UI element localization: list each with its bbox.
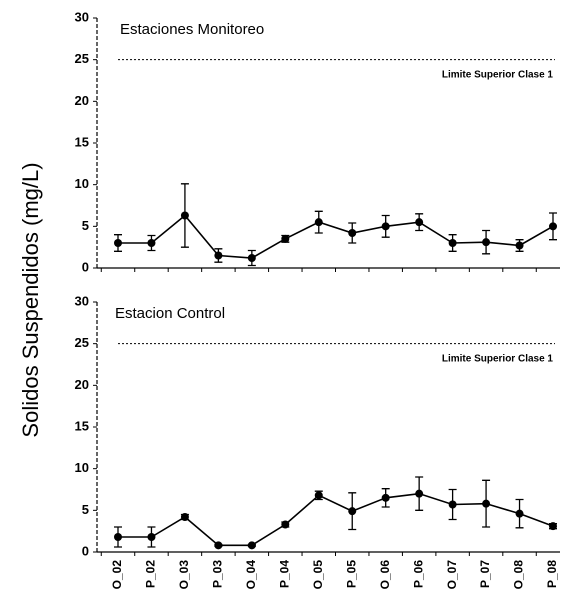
- data-point: [415, 489, 424, 498]
- data-point: [482, 499, 491, 508]
- data-point: [180, 513, 189, 521]
- y-axis-label: Solidos Suspendidos (mg/L): [18, 162, 43, 437]
- data-point: [214, 541, 223, 550]
- data-point: [314, 218, 323, 227]
- y-tick-label: 25: [75, 51, 89, 66]
- data-point: [281, 234, 290, 243]
- x-tick-label: O_07: [445, 560, 459, 590]
- y-tick-label: 10: [75, 176, 89, 191]
- data-point: [549, 222, 557, 231]
- y-tick-label: 5: [82, 218, 89, 233]
- data-point: [281, 520, 290, 529]
- y-tick-label: 20: [75, 93, 89, 108]
- x-tick-label: P_02: [144, 560, 158, 588]
- x-tick-label: P_04: [277, 560, 291, 588]
- y-tick-label: 5: [82, 502, 89, 517]
- data-point: [247, 541, 256, 550]
- reference-label: Limite Superior Clase 1: [442, 69, 554, 80]
- data-point: [147, 239, 156, 247]
- x-tick-label: P_03: [211, 560, 225, 588]
- panel-title: Estacion Control: [115, 305, 225, 322]
- data-point: [448, 239, 457, 247]
- y-tick-label: 15: [75, 134, 89, 149]
- data-point: [114, 239, 122, 247]
- x-tick-label: O_05: [311, 560, 325, 590]
- y-tick-label: 0: [82, 259, 89, 274]
- x-tick-label: O_06: [378, 560, 392, 590]
- data-point: [515, 509, 524, 518]
- data-point: [180, 211, 189, 220]
- data-line: [118, 492, 554, 547]
- y-tick-label: 15: [75, 418, 89, 433]
- y-tick-label: 10: [75, 460, 89, 475]
- y-tick-label: 30: [75, 293, 89, 308]
- x-tick-label: O_04: [244, 560, 258, 590]
- panel-title: Estaciones Monitoreo: [120, 21, 264, 38]
- data-point: [381, 493, 390, 502]
- x-tick-label: O_03: [177, 560, 191, 590]
- data-point: [348, 507, 357, 516]
- reference-label: Limite Superior Clase 1: [442, 353, 554, 364]
- x-tick-label: O_08: [512, 560, 526, 590]
- y-tick-label: 20: [75, 377, 89, 392]
- data-point: [314, 491, 323, 500]
- data-point: [114, 533, 122, 541]
- y-tick-label: 30: [75, 9, 89, 24]
- x-tick-label: P_06: [411, 560, 425, 588]
- y-tick-label: 25: [75, 335, 89, 350]
- data-point: [415, 218, 424, 227]
- x-tick-label: P_08: [545, 560, 559, 588]
- data-point: [515, 241, 524, 250]
- data-point: [247, 254, 256, 262]
- data-line: [118, 214, 554, 259]
- data-point: [549, 522, 557, 531]
- y-tick-label: 0: [82, 543, 89, 558]
- data-point: [348, 229, 357, 237]
- x-tick-label: O_02: [110, 560, 124, 590]
- data-point: [448, 500, 457, 509]
- x-tick-label: P_05: [344, 560, 358, 588]
- data-point: [214, 251, 223, 260]
- data-point: [147, 533, 156, 541]
- x-tick-label: P_07: [478, 560, 492, 588]
- data-point: [381, 222, 390, 231]
- data-point: [482, 238, 491, 247]
